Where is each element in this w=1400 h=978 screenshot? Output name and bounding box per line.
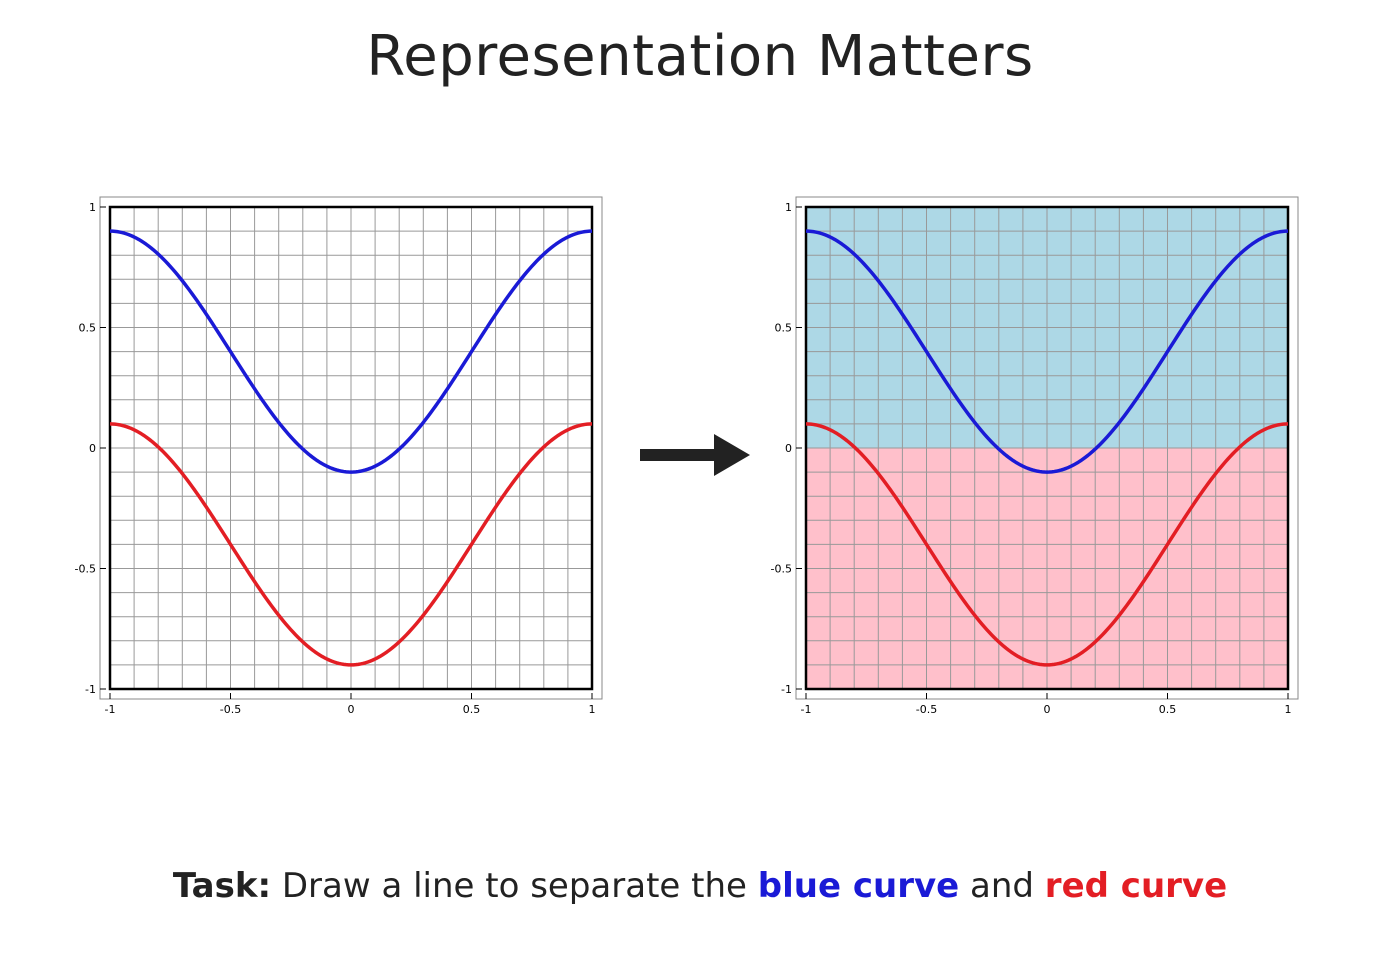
y-tick-label: -0.5 <box>75 563 96 576</box>
y-tick-label: 0.5 <box>79 322 97 335</box>
blue-curve <box>109 229 593 474</box>
x-tick-label: 0.5 <box>463 703 481 716</box>
y-tick-label: 0 <box>89 442 96 455</box>
plot-frame <box>108 205 594 691</box>
y-tick-label: 1 <box>785 201 792 214</box>
caption-lead: Task: <box>172 866 272 906</box>
chart-transformed-space: -1 -0.5 0 0.5 1 1 0.5 0 -0.5 -1 <box>771 196 1299 716</box>
x-tick-label: 1 <box>589 703 596 716</box>
blue-curve <box>805 229 1289 474</box>
x-tick-label: 0 <box>1044 703 1051 716</box>
y-tick-label: -1 <box>781 683 792 696</box>
arrow-right-icon <box>640 434 750 476</box>
y-tick-label: -1 <box>85 683 96 696</box>
x-tick-label: -0.5 <box>220 703 241 716</box>
task-caption: Task: Draw a line to separate the blue c… <box>0 866 1400 906</box>
x-tick-label: 0 <box>348 703 355 716</box>
caption-text-2: and <box>959 866 1045 906</box>
x-tick-label: -1 <box>105 703 116 716</box>
y-tick-label: 0 <box>785 442 792 455</box>
chart-original-space: -1 -0.5 0 0.5 1 1 0.5 0 -0.5 -1 <box>75 196 603 716</box>
x-tick-label: -0.5 <box>916 703 937 716</box>
x-tick-label: 0.5 <box>1159 703 1177 716</box>
y-tick-label: 0.5 <box>775 322 793 335</box>
slide-title: Representation Matters <box>366 24 1034 89</box>
red-curve <box>805 422 1289 667</box>
plot-frame <box>804 205 1290 691</box>
y-tick-label: -0.5 <box>771 563 792 576</box>
caption-text-1: Draw a line to separate the <box>271 866 758 906</box>
caption-blue-label: blue curve <box>757 866 960 906</box>
red-curve <box>109 422 593 667</box>
y-tick-label: 1 <box>89 201 96 214</box>
x-tick-label: 1 <box>1285 703 1292 716</box>
caption-red-label: red curve <box>1044 866 1228 906</box>
x-tick-label: -1 <box>801 703 812 716</box>
